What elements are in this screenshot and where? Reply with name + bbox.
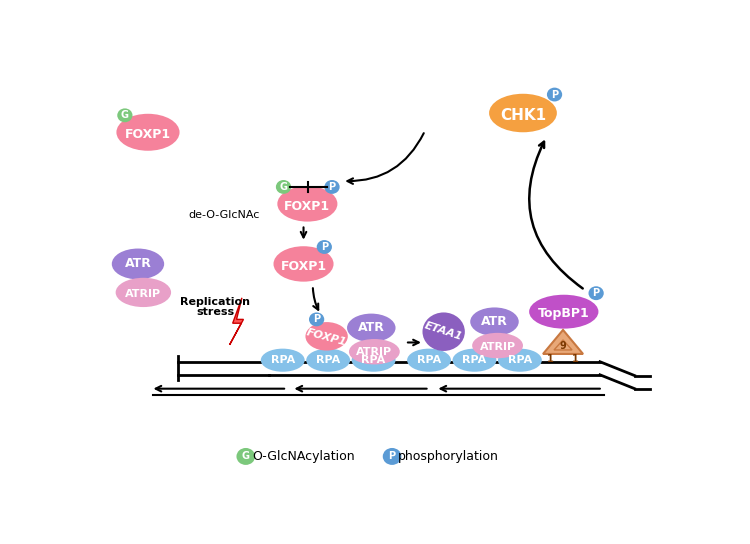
Ellipse shape xyxy=(498,349,542,372)
Ellipse shape xyxy=(261,349,305,372)
Polygon shape xyxy=(230,298,244,345)
Text: CHK1: CHK1 xyxy=(500,108,546,123)
Ellipse shape xyxy=(316,240,332,254)
Text: 1: 1 xyxy=(572,355,579,364)
Text: P: P xyxy=(551,90,558,100)
Text: ATR: ATR xyxy=(481,315,508,328)
Ellipse shape xyxy=(116,114,179,151)
Text: FOXP1: FOXP1 xyxy=(305,327,348,348)
Ellipse shape xyxy=(472,333,523,358)
Text: RPA: RPA xyxy=(417,355,441,365)
Text: ETAA1: ETAA1 xyxy=(424,321,464,343)
Text: P: P xyxy=(388,452,396,461)
Ellipse shape xyxy=(112,249,164,279)
Ellipse shape xyxy=(470,307,519,336)
Text: O-GlcNAcylation: O-GlcNAcylation xyxy=(252,450,355,463)
Text: G: G xyxy=(121,110,129,120)
Text: FOXP1: FOXP1 xyxy=(125,128,171,141)
Ellipse shape xyxy=(547,88,562,102)
Text: TopBP1: TopBP1 xyxy=(538,307,590,320)
Ellipse shape xyxy=(309,312,324,326)
Text: FOXP1: FOXP1 xyxy=(280,259,326,273)
Ellipse shape xyxy=(274,246,334,282)
Ellipse shape xyxy=(117,108,133,122)
Text: ATR: ATR xyxy=(124,257,152,270)
Ellipse shape xyxy=(325,180,340,194)
Ellipse shape xyxy=(349,339,400,364)
Ellipse shape xyxy=(422,312,465,351)
Text: RPA: RPA xyxy=(362,355,386,365)
Text: Replication: Replication xyxy=(180,298,250,307)
Polygon shape xyxy=(543,330,583,354)
Ellipse shape xyxy=(530,295,598,329)
Text: stress: stress xyxy=(196,307,234,317)
Ellipse shape xyxy=(278,186,338,221)
Ellipse shape xyxy=(489,94,556,132)
Ellipse shape xyxy=(452,349,497,372)
Ellipse shape xyxy=(276,180,291,194)
Ellipse shape xyxy=(347,313,395,342)
Ellipse shape xyxy=(352,349,395,372)
Text: phosphorylation: phosphorylation xyxy=(398,450,499,463)
Text: P: P xyxy=(313,314,320,324)
Ellipse shape xyxy=(407,349,451,372)
Text: P: P xyxy=(328,182,335,192)
Text: 9: 9 xyxy=(560,341,566,350)
Text: RPA: RPA xyxy=(462,355,487,365)
Ellipse shape xyxy=(116,278,171,307)
Text: G: G xyxy=(242,452,250,461)
Text: RPA: RPA xyxy=(508,355,532,365)
Text: ATR: ATR xyxy=(358,322,385,335)
Ellipse shape xyxy=(306,349,350,372)
Ellipse shape xyxy=(305,322,348,350)
Ellipse shape xyxy=(382,448,401,465)
Text: ATRIP: ATRIP xyxy=(356,348,392,357)
Text: RPA: RPA xyxy=(271,355,295,365)
Text: P: P xyxy=(321,242,328,252)
Ellipse shape xyxy=(236,448,255,465)
Text: 1: 1 xyxy=(548,355,554,364)
Text: G: G xyxy=(280,182,287,192)
Text: ATRIP: ATRIP xyxy=(125,289,161,299)
Text: ATRIP: ATRIP xyxy=(479,342,516,352)
Text: P: P xyxy=(592,288,600,298)
Ellipse shape xyxy=(589,286,604,300)
Text: FOXP1: FOXP1 xyxy=(284,200,331,213)
Text: de-O-GlcNAc: de-O-GlcNAc xyxy=(188,211,260,220)
Text: RPA: RPA xyxy=(316,355,340,365)
